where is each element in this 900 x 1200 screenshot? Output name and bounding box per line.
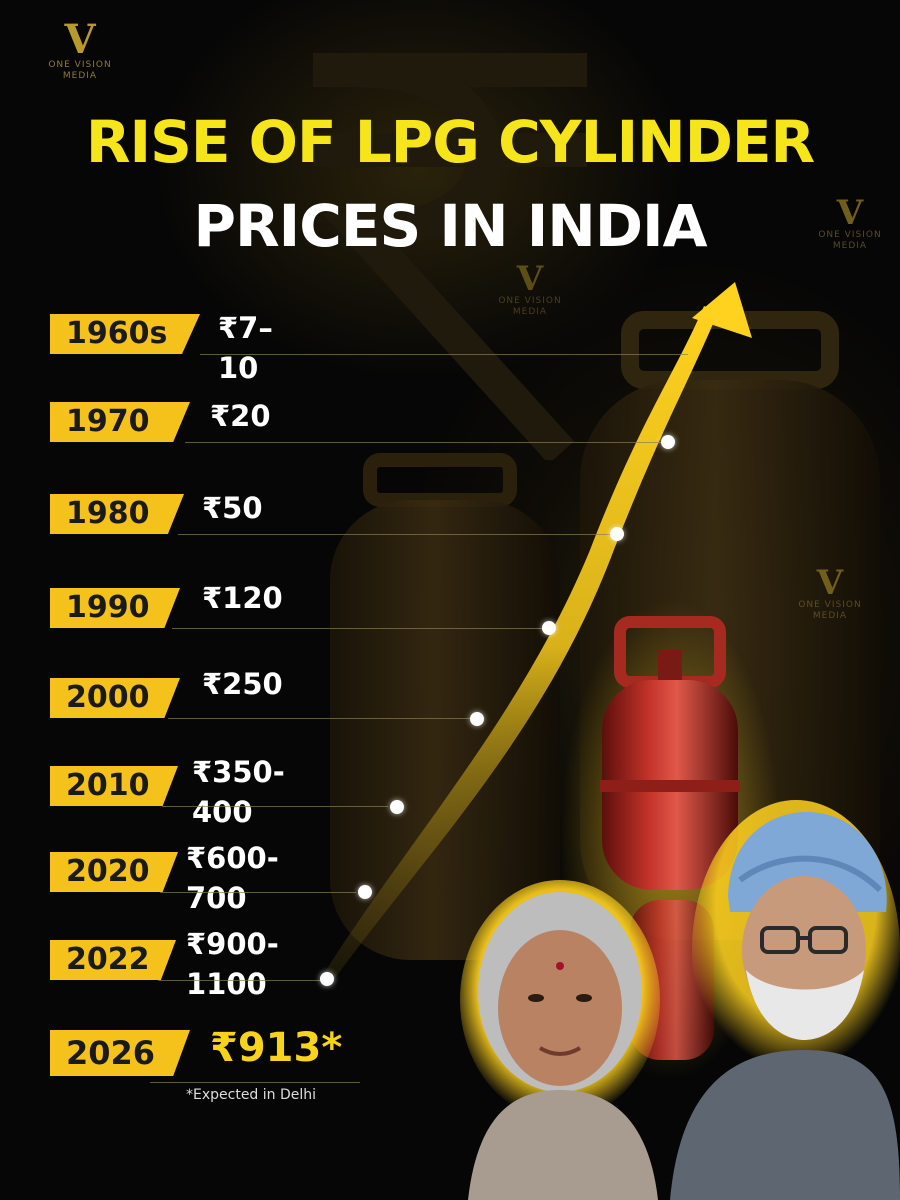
row-divider (185, 442, 663, 443)
timeline-dot (470, 712, 484, 726)
year-label: 1970 (50, 402, 190, 442)
row-divider (150, 1082, 360, 1083)
year-label: 1960s (50, 314, 200, 354)
row-divider (160, 892, 356, 893)
timeline-dot (320, 972, 334, 986)
year-label: 1980 (50, 494, 184, 534)
year-label: 2020 (50, 852, 178, 892)
price-label: ₹120 (202, 581, 283, 615)
timeline-dot (358, 885, 372, 899)
footnote: *Expected in Delhi (186, 1087, 317, 1103)
year-label: 2000 (50, 678, 180, 718)
year-label: 2022 (50, 940, 176, 980)
rupee-watermark-icon (313, 52, 587, 460)
row-divider (178, 534, 612, 535)
timeline-dot (390, 800, 404, 814)
year-label: 1990 (50, 588, 180, 628)
year-label: 2010 (50, 766, 178, 806)
price-label-expected: ₹913* (210, 1025, 343, 1071)
row-divider (172, 628, 542, 629)
person-right-avatar (670, 800, 900, 1200)
price-label: ₹900-1100 (186, 927, 279, 1001)
timeline-dot (661, 435, 675, 449)
title-line-1: RISE OF LPG CYLINDER (85, 108, 815, 176)
price-label: ₹250 (202, 667, 283, 701)
price-label: ₹600-700 (186, 841, 279, 915)
person-left-avatar (460, 880, 660, 1200)
brand-watermark: V ONE VISION MEDIA (798, 563, 862, 621)
row-divider (158, 980, 320, 981)
row-divider (162, 806, 388, 807)
price-label: ₹20 (210, 399, 271, 433)
timeline-dot (542, 621, 556, 635)
price-label: ₹7–10 (218, 311, 273, 385)
brand-logo-icon: V (64, 16, 96, 63)
brand-logo: V ONE VISION MEDIA (40, 20, 120, 82)
brand-watermark: V ONE VISION MEDIA (818, 193, 882, 251)
timeline-dot (610, 527, 624, 541)
year-label: 2026 (50, 1030, 190, 1076)
price-label: ₹350-400 (192, 755, 285, 829)
title-line-2: PRICES IN INDIA (193, 192, 708, 260)
row-divider (200, 354, 688, 355)
row-divider (168, 718, 470, 719)
price-label: ₹50 (202, 491, 263, 525)
brand-watermark: V ONE VISION MEDIA (498, 259, 562, 317)
